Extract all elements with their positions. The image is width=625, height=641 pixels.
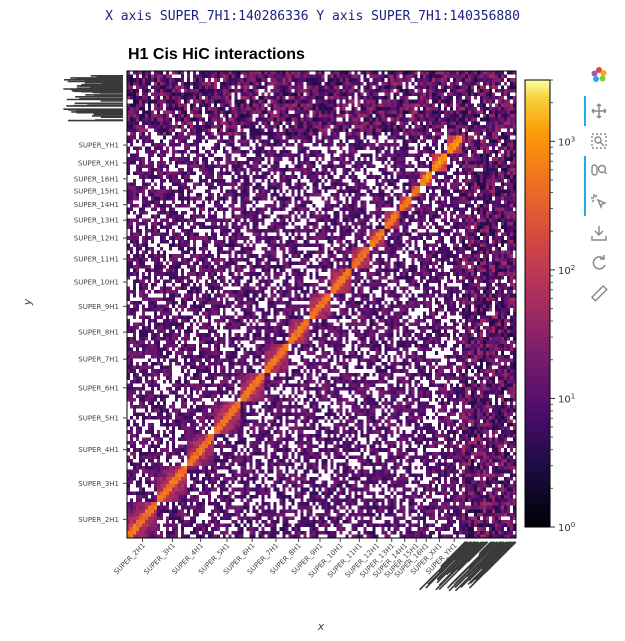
x-unplaced-tick bbox=[484, 541, 517, 574]
y-tick-label: SUPER_5H1 bbox=[78, 414, 119, 422]
colorbar-tick-label: 101 bbox=[558, 392, 575, 405]
y-tick-label: SUPER_3H1 bbox=[78, 480, 119, 488]
x-unplaced-tick bbox=[427, 541, 471, 585]
hover-readout: X axis SUPER_7H1:140286336 Y axis SUPER_… bbox=[105, 9, 520, 24]
x-unplaced-tick bbox=[438, 541, 470, 573]
active-tool-indicator bbox=[584, 156, 586, 186]
bokeh-logo-icon[interactable] bbox=[590, 66, 608, 84]
x-unplaced-tick bbox=[495, 541, 510, 556]
x-unplaced-scaffold-ticks bbox=[419, 541, 517, 592]
pan-tool-icon[interactable] bbox=[590, 102, 608, 120]
reset-tool-icon[interactable] bbox=[590, 254, 608, 272]
x-unplaced-tick bbox=[490, 541, 501, 553]
y-tick-label: SUPER_14H1 bbox=[74, 201, 119, 209]
x-unplaced-tick bbox=[460, 541, 507, 589]
colorbar-tick-label: 100 bbox=[558, 521, 575, 534]
box-zoom-tool-icon[interactable] bbox=[590, 132, 608, 150]
x-unplaced-tick bbox=[466, 541, 503, 578]
x-unplaced-tick bbox=[445, 541, 480, 576]
save-tool-icon[interactable] bbox=[590, 224, 608, 242]
x-unplaced-tick bbox=[454, 541, 505, 592]
y-tick-label: SUPER_8H1 bbox=[78, 329, 119, 337]
x-tick-labels: SUPER_2H1SUPER_3H1SUPER_4H1SUPER_5H1SUPE… bbox=[112, 538, 517, 592]
x-axis-title: x bbox=[317, 620, 325, 633]
x-unplaced-tick bbox=[436, 541, 476, 580]
x-unplaced-tick bbox=[467, 541, 489, 563]
x-unplaced-tick bbox=[438, 541, 484, 586]
x-unplaced-tick bbox=[468, 541, 496, 570]
active-tool-indicator bbox=[584, 186, 586, 216]
hover-tool-icon[interactable] bbox=[590, 192, 608, 210]
y-tick-label: SUPER_6H1 bbox=[78, 384, 119, 392]
colorbar: 100 101 102 103 bbox=[524, 79, 575, 534]
y-tick-label: SUPER_9H1 bbox=[78, 303, 119, 311]
x-unplaced-tick bbox=[459, 541, 477, 560]
x-unplaced-tick bbox=[462, 541, 479, 558]
ruler-tool-icon[interactable] bbox=[590, 284, 608, 302]
active-tool-indicator bbox=[584, 96, 586, 126]
y-tick-label: SUPER_12H1 bbox=[74, 235, 119, 243]
y-tick-label: SUPER_XH1 bbox=[78, 159, 119, 167]
colorbar-tick-label: 102 bbox=[558, 264, 575, 277]
wheel-zoom-tool-icon[interactable] bbox=[590, 162, 608, 180]
y-tick-label: SUPER_4H1 bbox=[78, 446, 119, 454]
y-tick-labels: SUPER_2H1 SUPER_3H1 SUPER_4H1 SUPER_5H1 SUPE… bbox=[63, 74, 127, 524]
x-unplaced-tick bbox=[459, 541, 485, 567]
x-unplaced-tick bbox=[488, 541, 499, 552]
x-unplaced-tick bbox=[469, 541, 487, 559]
y-tick-label: SUPER_7H1 bbox=[78, 356, 119, 364]
y-tick-label: SUPER_11H1 bbox=[74, 256, 119, 264]
y-unplaced-scaffold-ticks bbox=[63, 74, 123, 122]
x-unplaced-tick bbox=[425, 541, 473, 589]
heatmap[interactable] bbox=[127, 71, 516, 538]
y-tick-label: SUPER_16H1 bbox=[74, 175, 119, 183]
y-tick-label: SUPER_2H1 bbox=[78, 516, 119, 524]
x-unplaced-tick bbox=[442, 541, 467, 566]
y-tick-label: SUPER_13H1 bbox=[74, 217, 119, 225]
colorbar-gradient bbox=[524, 79, 551, 528]
plot-title: H1 Cis HiC interactions bbox=[128, 46, 305, 63]
y-axis-title: y bbox=[21, 298, 34, 306]
x-unplaced-tick bbox=[483, 541, 515, 573]
y-tick-label: SUPER_10H1 bbox=[74, 279, 119, 287]
heatmap-image[interactable] bbox=[127, 71, 516, 538]
heatmap-frame bbox=[126, 70, 517, 539]
x-unplaced-tick bbox=[503, 541, 513, 551]
colorbar-ticks: 100 101 102 103 bbox=[550, 79, 575, 534]
x-unplaced-tick bbox=[478, 541, 493, 556]
y-tick-label: SUPER_YH1 bbox=[78, 142, 119, 150]
x-unplaced-tick bbox=[479, 541, 495, 557]
y-tick-label: SUPER_15H1 bbox=[74, 187, 119, 195]
colorbar-tick-label: 103 bbox=[558, 135, 575, 148]
